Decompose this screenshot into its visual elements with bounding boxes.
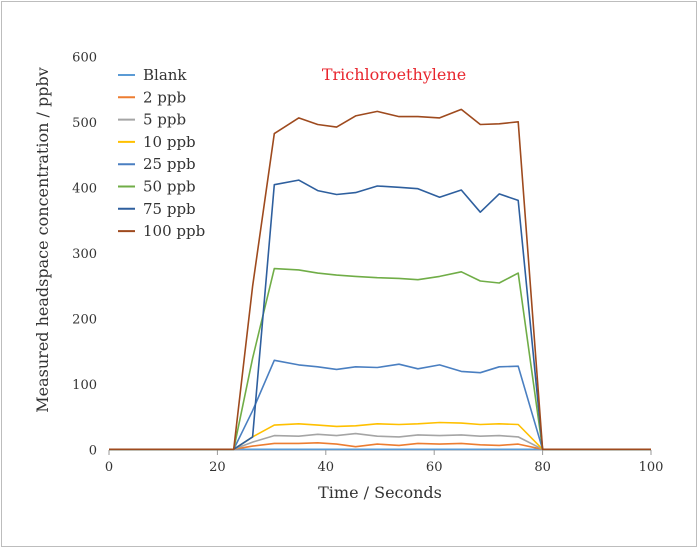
legend-label-blank: Blank xyxy=(143,66,187,84)
legend: Blank 2 ppb 5 ppb 10 ppb 25 ppb 50 ppb 75 ppb 1… xyxy=(118,66,205,240)
x-tick-label: 0 xyxy=(105,460,113,475)
chart-title: Trichloroethylene xyxy=(322,65,466,84)
series-line-25-ppb xyxy=(109,359,651,451)
legend-label-25-ppb: 25 ppb xyxy=(143,155,196,173)
x-tick-label: 20 xyxy=(209,460,226,475)
x-axis-ticks: 0 20 40 60 80 100 xyxy=(105,450,664,475)
y-tick-label: 100 xyxy=(72,378,97,393)
legend-label-75-ppb: 75 ppb xyxy=(143,200,196,218)
x-axis-title: Time / Seconds xyxy=(318,483,442,502)
series-lines xyxy=(109,108,651,451)
legend-label-5-ppb: 5 ppb xyxy=(143,111,186,129)
legend-label-2-ppb: 2 ppb xyxy=(143,88,186,106)
y-tick-label: 400 xyxy=(72,182,97,197)
x-tick-label: 80 xyxy=(534,460,551,475)
series-line-5-ppb xyxy=(109,432,651,451)
x-tick-label: 60 xyxy=(426,460,443,475)
series-line-100-ppb xyxy=(109,108,651,451)
y-tick-label: 500 xyxy=(72,116,97,131)
series-line-50-ppb xyxy=(109,267,651,451)
y-tick-label: 600 xyxy=(72,51,97,66)
legend-label-100-ppb: 100 ppb xyxy=(143,222,205,240)
legend-label-10-ppb: 10 ppb xyxy=(143,133,196,151)
y-tick-label: 200 xyxy=(72,313,97,328)
y-tick-label: 300 xyxy=(72,247,97,262)
series-line-10-ppb xyxy=(109,421,651,451)
x-tick-label: 40 xyxy=(318,460,335,475)
y-axis-ticks: 0 100 200 300 400 500 600 xyxy=(72,51,97,459)
series-line-75-ppb xyxy=(109,179,651,451)
y-tick-label: 0 xyxy=(89,444,97,459)
x-tick-label: 100 xyxy=(639,460,664,475)
series-line-2-ppb xyxy=(109,441,651,451)
legend-label-50-ppb: 50 ppb xyxy=(143,178,196,196)
y-axis-title: Measured headspace concentration / ppbv xyxy=(33,67,52,412)
